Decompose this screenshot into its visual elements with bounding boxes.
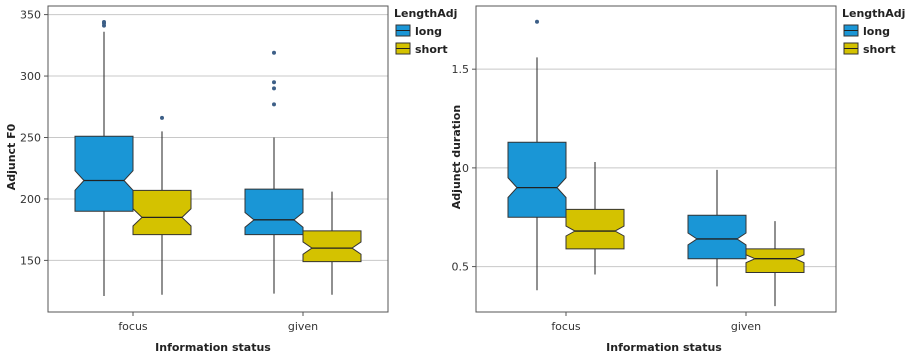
box-long-focus: [74, 135, 134, 212]
legend-label-long: long: [415, 25, 442, 38]
y-tick-label: 1.0: [452, 162, 470, 175]
legend-label-short: short: [863, 43, 896, 56]
plot-frame: [475, 5, 837, 313]
right-x-axis-title: Information status: [606, 341, 722, 354]
x-tick-label: focus: [118, 320, 148, 333]
outlier-point: [102, 19, 106, 24]
left-chart: Adjunct F0 Information status 150 200 250 3…: [5, 5, 457, 354]
left-legend-title: LengthAdj: [394, 7, 457, 20]
x-tick-label: given: [731, 320, 761, 333]
legend-label-short: short: [415, 43, 448, 56]
y-tick-label: 0.5: [452, 261, 470, 274]
box-short-given: [302, 230, 362, 263]
x-tick-label: focus: [551, 320, 581, 333]
outlier-point: [272, 86, 276, 91]
left-legend: long short: [395, 24, 448, 56]
right-legend-title: LengthAdj: [842, 7, 905, 20]
y-tick-label: 200: [20, 193, 41, 206]
box-long-given: [687, 214, 747, 260]
left-y-axis-title: Adjunct F0: [5, 123, 18, 190]
box-short-focus: [132, 189, 192, 236]
left-x-axis-title: Information status: [155, 341, 271, 354]
outlier-point: [535, 19, 539, 24]
box-short-focus: [565, 208, 625, 250]
y-tick-label: 250: [20, 131, 41, 144]
outlier-point: [272, 50, 276, 55]
right-chart: Adjunct duration Information status 0.5 1…: [450, 5, 905, 354]
outlier-point: [160, 115, 164, 120]
box-short-given: [745, 248, 805, 274]
box-long-given: [244, 188, 304, 236]
y-tick-label: 1.5: [452, 63, 470, 76]
legend-label-long: long: [863, 25, 890, 38]
y-tick-label: 350: [20, 9, 41, 22]
outlier-point: [272, 80, 276, 85]
x-tick-label: given: [288, 320, 318, 333]
y-tick-label: 150: [20, 254, 41, 267]
left-plot-area: 150 200 250 300 350 focus given: [20, 5, 389, 333]
outlier-point: [272, 102, 276, 107]
right-plot-area: 0.5 1.0 1.5 focus given: [452, 5, 837, 333]
plot-frame: [47, 5, 389, 313]
y-tick-label: 300: [20, 70, 41, 83]
right-legend: long short: [843, 24, 896, 56]
right-y-axis-title: Adjunct duration: [450, 105, 463, 209]
box-long-focus: [507, 141, 567, 218]
